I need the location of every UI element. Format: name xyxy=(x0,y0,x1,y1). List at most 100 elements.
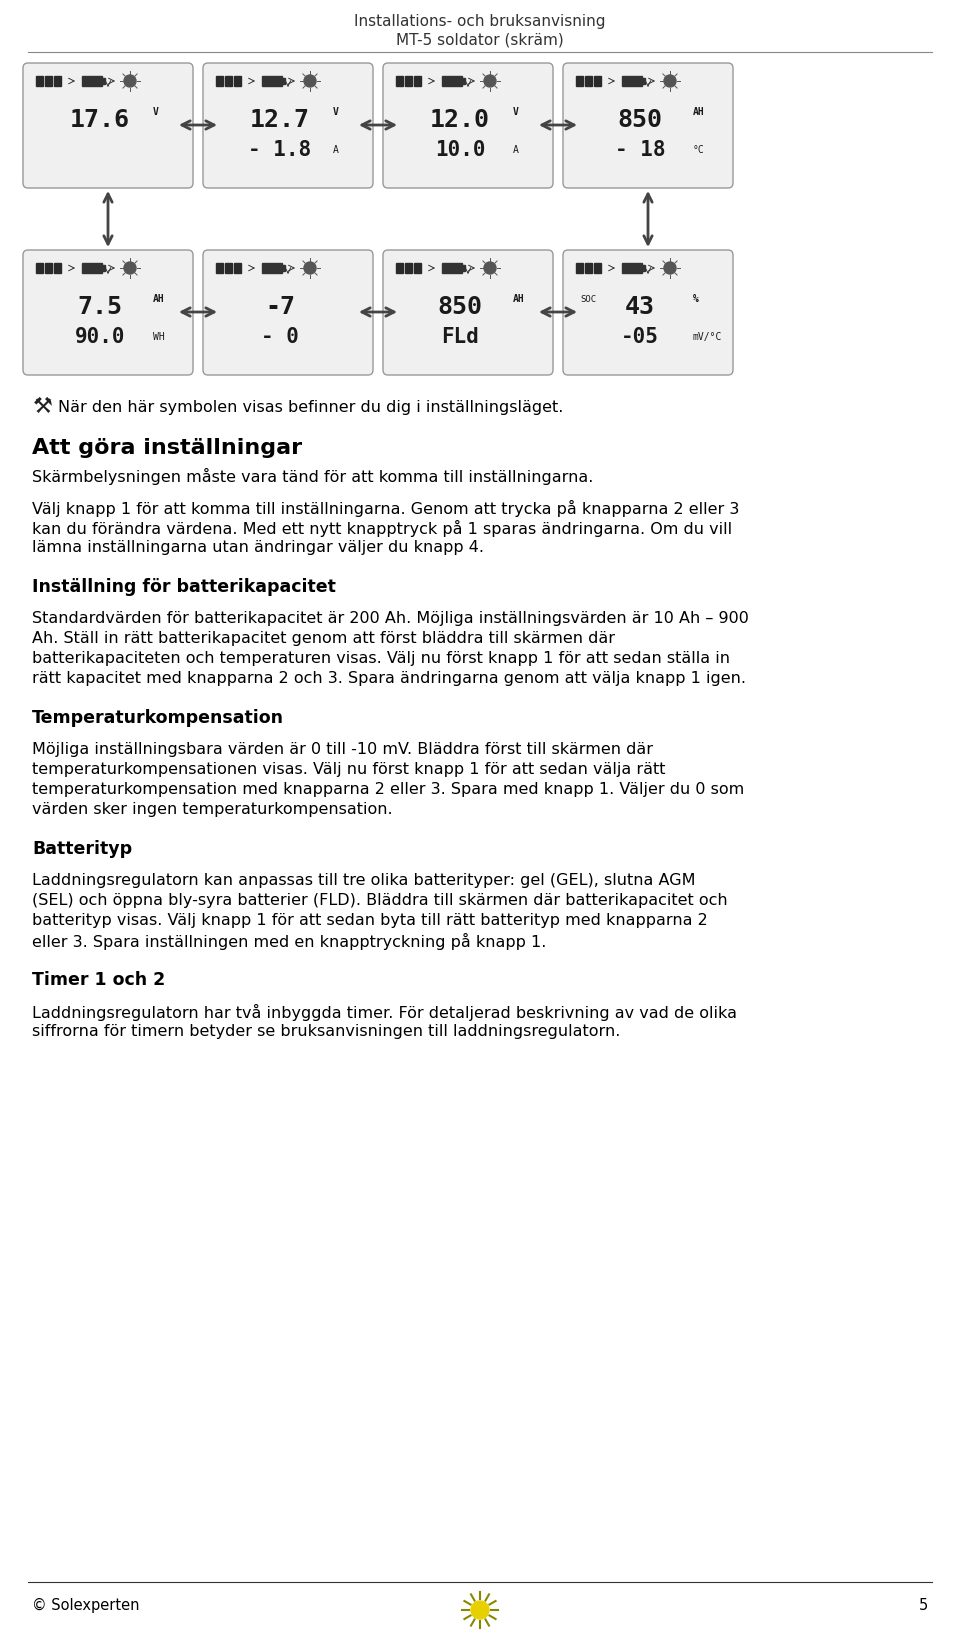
Text: %: % xyxy=(693,294,699,304)
Bar xyxy=(82,263,102,273)
Text: WH: WH xyxy=(153,332,164,342)
Text: Laddningsregulatorn kan anpassas till tre olika batterityper: gel (GEL), slutna : Laddningsregulatorn kan anpassas till tr… xyxy=(32,873,695,887)
Bar xyxy=(225,77,232,87)
Text: mV/°C: mV/°C xyxy=(693,332,722,342)
Bar xyxy=(216,77,223,87)
Bar xyxy=(622,77,642,87)
Bar xyxy=(262,263,282,273)
Text: SOC: SOC xyxy=(580,294,596,304)
Text: V: V xyxy=(333,106,339,118)
Text: värden sker ingen temperaturkompensation.: värden sker ingen temperaturkompensation… xyxy=(32,802,393,817)
Circle shape xyxy=(304,75,316,87)
Text: kan du förändra värdena. Med ett nytt knapptryck på 1 sparas ändringarna. Om du : kan du förändra värdena. Med ett nytt kn… xyxy=(32,520,732,538)
Bar xyxy=(576,263,583,273)
Bar xyxy=(462,78,465,83)
Text: 43: 43 xyxy=(625,296,655,319)
Text: ⚒: ⚒ xyxy=(33,397,53,417)
Bar xyxy=(282,265,285,271)
Text: V: V xyxy=(153,106,158,118)
Text: 12.7: 12.7 xyxy=(250,108,310,132)
Bar xyxy=(282,78,285,83)
FancyBboxPatch shape xyxy=(23,64,193,188)
Bar xyxy=(45,263,52,273)
Bar xyxy=(216,263,223,273)
Text: FLd: FLd xyxy=(441,327,479,346)
Text: 12.0: 12.0 xyxy=(430,108,490,132)
Bar xyxy=(405,263,412,273)
Circle shape xyxy=(124,75,136,87)
Bar xyxy=(396,263,403,273)
Bar xyxy=(262,77,282,87)
Text: 10.0: 10.0 xyxy=(435,141,485,160)
Text: -7: -7 xyxy=(265,296,295,319)
Text: AH: AH xyxy=(153,294,164,304)
Bar xyxy=(622,263,642,273)
Text: Timer 1 och 2: Timer 1 och 2 xyxy=(32,971,165,989)
Text: När den här symbolen visas befinner du dig i inställningsläget.: När den här symbolen visas befinner du d… xyxy=(58,400,564,415)
FancyBboxPatch shape xyxy=(563,64,733,188)
Text: lämna inställningarna utan ändringar väljer du knapp 4.: lämna inställningarna utan ändringar väl… xyxy=(32,539,484,556)
Text: Inställning för batterikapacitet: Inställning för batterikapacitet xyxy=(32,578,336,596)
Text: 90.0: 90.0 xyxy=(75,327,125,346)
Bar xyxy=(234,77,241,87)
Bar xyxy=(462,265,465,271)
Text: A: A xyxy=(513,145,518,155)
Bar xyxy=(45,77,52,87)
Text: Standardvärden för batterikapacitet är 200 Ah. Möjliga inställningsvärden är 10 : Standardvärden för batterikapacitet är 2… xyxy=(32,611,749,626)
FancyBboxPatch shape xyxy=(23,250,193,374)
Bar xyxy=(405,77,412,87)
Bar xyxy=(54,263,61,273)
Circle shape xyxy=(484,75,496,87)
Bar xyxy=(234,263,241,273)
Bar xyxy=(225,263,232,273)
Bar xyxy=(36,77,43,87)
Text: siffrorna för timern betyder se bruksanvisningen till laddningsregulatorn.: siffrorna för timern betyder se bruksanv… xyxy=(32,1025,620,1039)
Circle shape xyxy=(471,1601,489,1619)
Circle shape xyxy=(664,261,676,275)
FancyBboxPatch shape xyxy=(563,250,733,374)
Bar xyxy=(442,77,462,87)
Bar xyxy=(585,263,592,273)
Bar xyxy=(442,263,462,273)
Text: 850: 850 xyxy=(617,108,662,132)
Text: 5: 5 xyxy=(919,1598,928,1613)
Text: AH: AH xyxy=(693,106,705,118)
Bar xyxy=(642,78,645,83)
Text: AH: AH xyxy=(513,294,524,304)
Text: 17.6: 17.6 xyxy=(70,108,130,132)
Bar xyxy=(54,77,61,87)
Text: - 1.8: - 1.8 xyxy=(249,141,312,160)
Text: rätt kapacitet med knapparna 2 och 3. Spara ändringarna genom att välja knapp 1 : rätt kapacitet med knapparna 2 och 3. Sp… xyxy=(32,672,746,686)
Text: Temperaturkompensation: Temperaturkompensation xyxy=(32,709,284,727)
Text: Skärmbelysningen måste vara tänd för att komma till inställningarna.: Skärmbelysningen måste vara tänd för att… xyxy=(32,467,593,485)
Text: temperaturkompensation med knapparna 2 eller 3. Spara med knapp 1. Väljer du 0 s: temperaturkompensation med knapparna 2 e… xyxy=(32,783,744,797)
Circle shape xyxy=(664,75,676,87)
Text: MT-5 soldator (skräm): MT-5 soldator (skräm) xyxy=(396,33,564,47)
Bar xyxy=(585,77,592,87)
Text: Välj knapp 1 för att komma till inställningarna. Genom att trycka på knapparna 2: Välj knapp 1 för att komma till inställn… xyxy=(32,500,739,516)
Circle shape xyxy=(124,261,136,275)
Bar xyxy=(102,265,105,271)
Text: A: A xyxy=(333,145,339,155)
Text: V: V xyxy=(513,106,518,118)
Text: Möjliga inställningsbara värden är 0 till -10 mV. Bläddra först till skärmen där: Möjliga inställningsbara värden är 0 til… xyxy=(32,742,653,757)
Text: eller 3. Spara inställningen med en knapptryckning på knapp 1.: eller 3. Spara inställningen med en knap… xyxy=(32,933,546,949)
Bar xyxy=(642,265,645,271)
Bar xyxy=(82,77,102,87)
Bar xyxy=(102,78,105,83)
Text: temperaturkompensationen visas. Välj nu först knapp 1 för att sedan välja rätt: temperaturkompensationen visas. Välj nu … xyxy=(32,761,665,778)
Bar xyxy=(414,263,421,273)
Text: °C: °C xyxy=(693,145,705,155)
Text: 850: 850 xyxy=(438,296,483,319)
Text: (SEL) och öppna bly-syra batterier (FLD). Bläddra till skärmen där batterikapaci: (SEL) och öppna bly-syra batterier (FLD)… xyxy=(32,894,728,909)
Text: batterityp visas. Välj knapp 1 för att sedan byta till rätt batterityp med knapp: batterityp visas. Välj knapp 1 för att s… xyxy=(32,913,708,928)
Text: batterikapaciteten och temperaturen visas. Välj nu först knapp 1 för att sedan s: batterikapaciteten och temperaturen visa… xyxy=(32,650,730,667)
Text: Laddningsregulatorn har två inbyggda timer. För detaljerad beskrivning av vad de: Laddningsregulatorn har två inbyggda tim… xyxy=(32,1003,737,1021)
Bar xyxy=(594,77,601,87)
Circle shape xyxy=(304,261,316,275)
Bar xyxy=(576,77,583,87)
Bar xyxy=(396,77,403,87)
Text: 7.5: 7.5 xyxy=(78,296,123,319)
Bar xyxy=(36,263,43,273)
Text: -05: -05 xyxy=(621,327,659,346)
